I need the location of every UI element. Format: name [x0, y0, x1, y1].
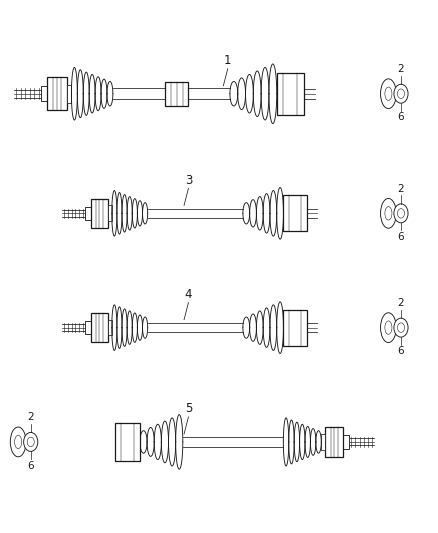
Bar: [67, 85, 71, 103]
Text: 6: 6: [398, 346, 404, 356]
Ellipse shape: [381, 198, 396, 228]
Bar: [91, 199, 108, 228]
Bar: [47, 77, 67, 110]
Ellipse shape: [385, 321, 392, 334]
Text: 1: 1: [224, 54, 231, 67]
Ellipse shape: [397, 208, 405, 218]
Bar: [115, 423, 140, 461]
Text: 6: 6: [398, 232, 404, 242]
Bar: [108, 206, 112, 221]
Bar: [321, 434, 325, 450]
Text: 2: 2: [398, 184, 404, 193]
Ellipse shape: [11, 427, 26, 457]
Bar: [85, 321, 91, 334]
Ellipse shape: [14, 435, 22, 449]
Ellipse shape: [397, 323, 405, 333]
Bar: [165, 82, 188, 106]
Text: 5: 5: [185, 402, 192, 415]
Bar: [91, 313, 108, 342]
Ellipse shape: [394, 318, 408, 337]
Text: 6: 6: [28, 461, 34, 471]
Ellipse shape: [381, 313, 396, 343]
Text: 2: 2: [398, 64, 404, 74]
Ellipse shape: [24, 432, 38, 451]
Bar: [41, 86, 47, 101]
Ellipse shape: [397, 89, 405, 99]
Ellipse shape: [27, 437, 34, 447]
Bar: [108, 320, 112, 335]
Bar: [283, 195, 307, 231]
Bar: [325, 427, 343, 457]
Ellipse shape: [381, 79, 396, 109]
Ellipse shape: [385, 207, 392, 220]
Bar: [277, 73, 304, 115]
Bar: [283, 310, 307, 346]
Text: 2: 2: [28, 412, 34, 422]
Text: 2: 2: [398, 298, 404, 308]
Ellipse shape: [385, 87, 392, 100]
Text: 6: 6: [398, 112, 404, 123]
Bar: [85, 207, 91, 220]
Ellipse shape: [394, 204, 408, 223]
Ellipse shape: [394, 84, 408, 103]
Text: 4: 4: [185, 288, 192, 301]
Bar: [343, 435, 349, 449]
Text: 3: 3: [185, 174, 192, 187]
